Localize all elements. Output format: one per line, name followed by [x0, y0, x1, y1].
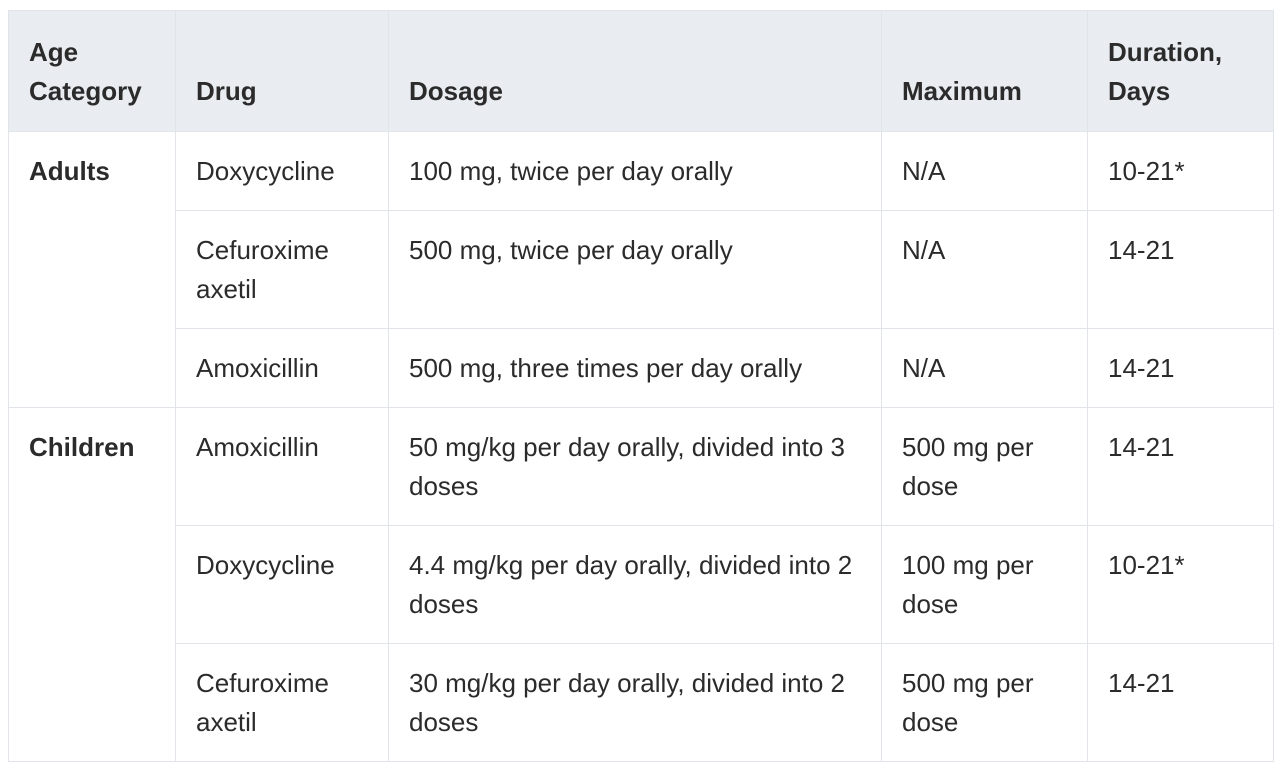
table-body: Adults Doxycycline 100 mg, twice per day o…: [8, 131, 1274, 762]
table-cell: Doxycycline: [175, 131, 389, 211]
table-cell: 14-21: [1087, 407, 1274, 526]
age-category-cell: Children: [8, 407, 176, 762]
table-cell: N/A: [881, 210, 1088, 329]
table-cell: 14-21: [1087, 643, 1274, 762]
table-cell: 30 mg/kg per day orally, divided into 2 …: [388, 643, 882, 762]
dosage-table: Age Category Drug Dosage Maximum Duration, D…: [8, 10, 1274, 762]
table-cell: 500 mg, twice per day orally: [388, 210, 882, 329]
table-cell: Cefuroxime axetil: [175, 210, 389, 329]
table-cell: 500 mg, three times per day orally: [388, 328, 882, 408]
table-row: Children Amoxicillin 50 mg/kg per day oral…: [8, 407, 1274, 762]
table-cell: 50 mg/kg per day orally, divided into 3 …: [388, 407, 882, 526]
table-cell: 10-21*: [1087, 131, 1274, 211]
table-row: Cefuroxime axetil 500 mg, twice per day o…: [9, 210, 1274, 329]
table-cell: N/A: [881, 328, 1088, 408]
table-cell: 500 mg per dose: [881, 643, 1088, 762]
age-category-cell: Adults: [8, 131, 176, 408]
table-header: Age Category Drug Dosage Maximum Duration, D…: [8, 10, 1274, 132]
table-row: Cefuroxime axetil 30 mg/kg per day orally…: [9, 643, 1274, 762]
header-cell: Maximum: [881, 10, 1088, 132]
header-cell: Dosage: [388, 10, 882, 132]
table-cell: 10-21*: [1087, 525, 1274, 644]
table-cell: 14-21: [1087, 328, 1274, 408]
table-row: Doxycycline 4.4 mg/kg per day orally, div…: [9, 525, 1274, 644]
table-cell: Amoxicillin: [175, 407, 389, 526]
table-cell: Amoxicillin: [175, 328, 389, 408]
table-cell: Cefuroxime axetil: [175, 643, 389, 762]
table-cell: Doxycycline: [175, 525, 389, 644]
header-cell: Drug: [175, 10, 389, 132]
header-row: Age Category Drug Dosage Maximum Duration, D…: [8, 10, 1274, 132]
header-cell: Duration, Days: [1087, 10, 1274, 132]
header-cell: Age Category: [8, 10, 176, 132]
table-row: Adults Doxycycline 100 mg, twice per day o…: [8, 131, 1274, 408]
table-cell: 100 mg, twice per day orally: [388, 131, 882, 211]
table-row: Amoxicillin 500 mg, three times per day o…: [9, 328, 1274, 408]
table-cell: N/A: [881, 131, 1088, 211]
table-cell: 4.4 mg/kg per day orally, divided into 2…: [388, 525, 882, 644]
table-cell: 500 mg per dose: [881, 407, 1088, 526]
table-cell: 14-21: [1087, 210, 1274, 329]
table-cell: 100 mg per dose: [881, 525, 1088, 644]
